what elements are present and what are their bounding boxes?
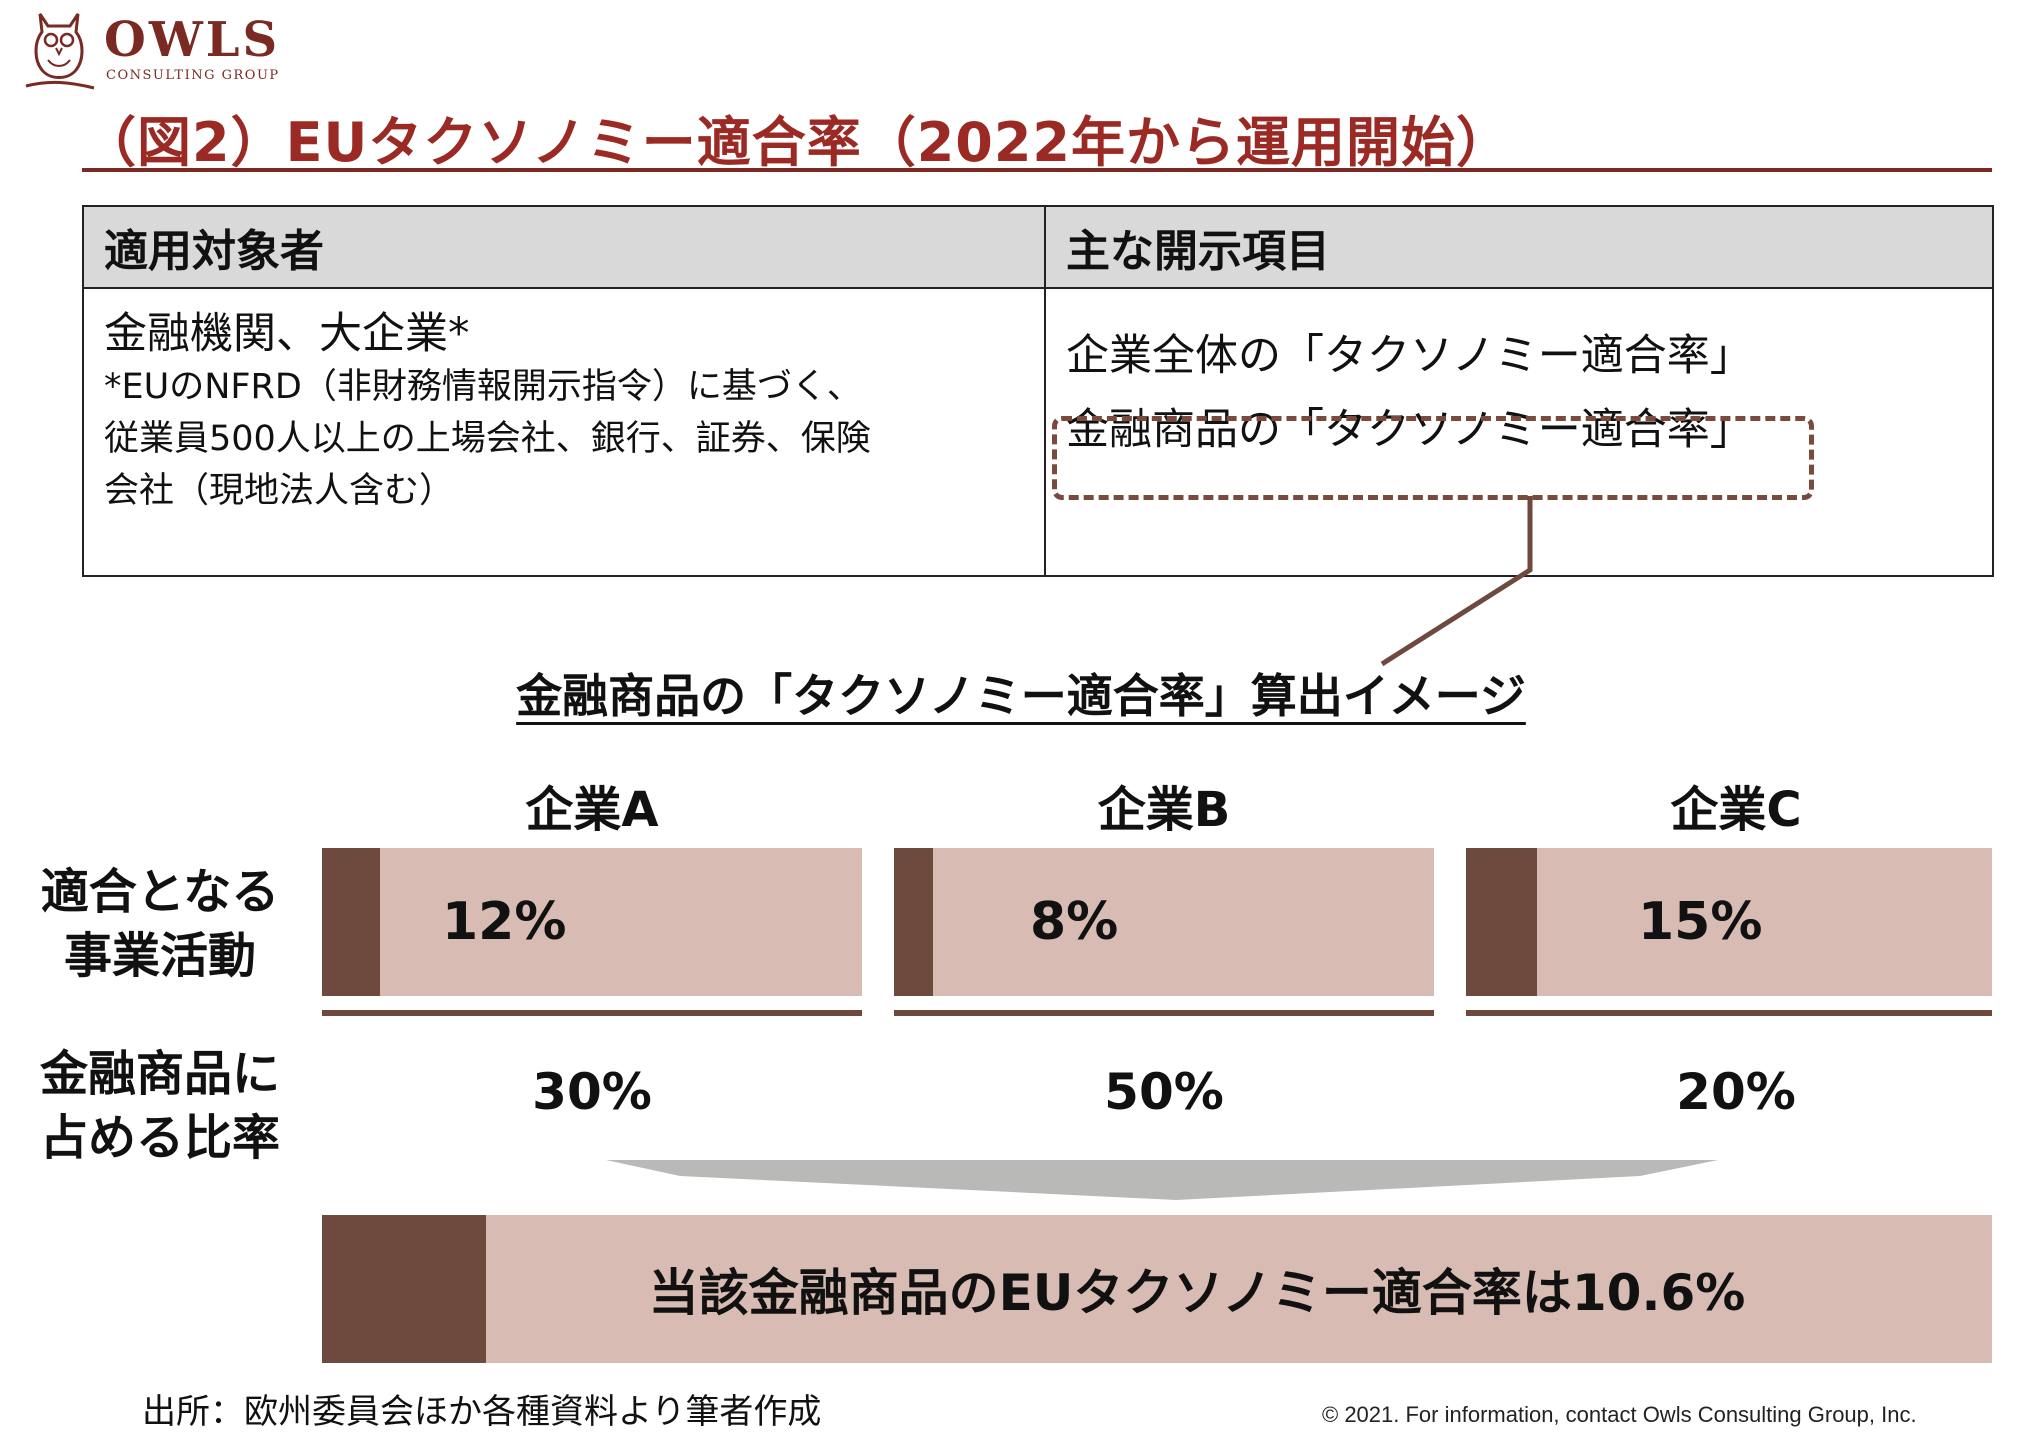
result-aligned-fill: [322, 1215, 486, 1363]
info-table: 適用対象者 主な開示項目 金融機関、大企業* *EUのNFRD（非財務情報開示指…: [82, 205, 1994, 577]
section-title: 金融商品の「タクソノミー適合率」算出イメージ: [516, 669, 1526, 723]
applicable-main: 金融機関、大企業*: [104, 309, 470, 359]
company-a-rule: [322, 1010, 862, 1016]
company-a-aligned-value: 12%: [442, 892, 567, 952]
source-note: 出所：欧州委員会ほか各種資料より筆者作成: [142, 1392, 822, 1432]
page-title: （図2）EUタクソノミー適合率（2022年から運用開始）: [82, 111, 1511, 174]
result-bar: 当該金融商品のEUタクソノミー適合率は10.6%: [322, 1215, 1992, 1363]
disclosure-item-product: 金融商品の「タクソノミー適合率」: [1066, 405, 1753, 455]
company-b-label: 企業B: [1097, 782, 1231, 838]
convergence-arrow: [606, 1160, 1718, 1200]
row-label-activities: 適合となる 事業活動: [40, 864, 280, 984]
copyright: © 2021. For information, contact Owls Co…: [1322, 1402, 1917, 1427]
highlight-dashed-box: [1052, 416, 1814, 500]
applicable-note-2: 従業員500人以上の上場会社、銀行、証券、保険: [104, 419, 871, 459]
owl-logo-icon: [25, 13, 95, 90]
header-main-disclosures: 主な開示項目: [1044, 205, 1994, 289]
company-a-bar: 12%: [322, 848, 862, 996]
cell-applicable-entities: 金融機関、大企業* *EUのNFRD（非財務情報開示指令）に基づく、 従業員50…: [82, 287, 1046, 577]
company-b-aligned-value: 8%: [1030, 892, 1119, 952]
company-b-share: 50%: [1104, 1063, 1224, 1121]
company-a-aligned-fill: [322, 848, 380, 996]
company-c-label: 企業C: [1670, 782, 1802, 838]
applicable-note-1: *EUのNFRD（非財務情報開示指令）に基づく、: [104, 367, 862, 407]
brand-subtitle: CONSULTING GROUP: [106, 68, 280, 83]
company-c-aligned-value: 15%: [1638, 892, 1763, 952]
company-a-label: 企業A: [525, 782, 659, 838]
row-label-share: 金融商品に 占める比率: [39, 1046, 280, 1166]
header-applicable-entities: 適用対象者: [82, 205, 1046, 289]
company-b-rule: [894, 1010, 1434, 1016]
company-c-rule: [1466, 1010, 1992, 1016]
company-b-bar: 8%: [894, 848, 1434, 996]
company-c-bar: 15%: [1466, 848, 1992, 996]
title-rule: [82, 168, 1992, 172]
disclosure-item-company: 企業全体の「タクソノミー適合率」: [1066, 331, 1753, 381]
applicable-note-3: 会社（現地法人含む）: [104, 471, 455, 511]
company-c-aligned-fill: [1466, 848, 1537, 996]
company-a-share: 30%: [532, 1063, 652, 1121]
result-text: 当該金融商品のEUタクソノミー適合率は10.6%: [648, 1264, 1746, 1322]
company-b-aligned-fill: [894, 848, 933, 996]
brand-name: OWLS: [104, 12, 281, 68]
company-c-share: 20%: [1676, 1063, 1796, 1121]
